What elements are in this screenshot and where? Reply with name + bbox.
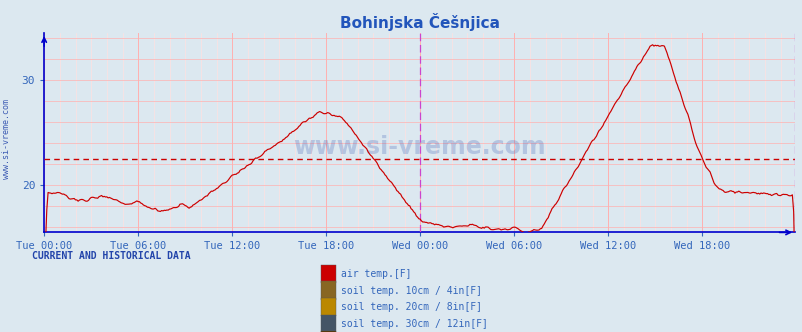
Text: www.si-vreme.com: www.si-vreme.com (293, 135, 545, 159)
Title: Bohinjska Češnjica: Bohinjska Češnjica (339, 13, 499, 31)
Text: soil temp. 30cm / 12in[F]: soil temp. 30cm / 12in[F] (341, 319, 488, 329)
Text: air temp.[F]: air temp.[F] (341, 269, 411, 279)
Text: www.si-vreme.com: www.si-vreme.com (2, 100, 11, 179)
Text: soil temp. 10cm / 4in[F]: soil temp. 10cm / 4in[F] (341, 286, 482, 295)
Text: CURRENT AND HISTORICAL DATA: CURRENT AND HISTORICAL DATA (32, 251, 191, 261)
Text: soil temp. 20cm / 8in[F]: soil temp. 20cm / 8in[F] (341, 302, 482, 312)
